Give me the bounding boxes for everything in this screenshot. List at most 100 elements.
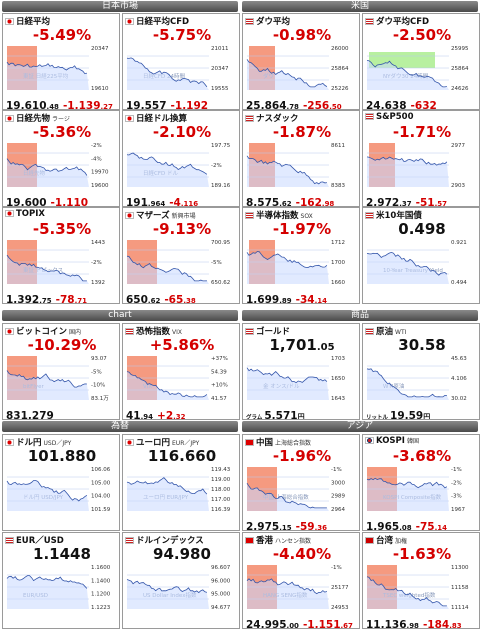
price-chart: 中国 上海総合指数 -1% 3000 2989 2964 [246, 467, 345, 513]
price-chart: 東証 トピックス1443-2%1392 [6, 240, 105, 286]
panel-title: KOSPI 韓国 [365, 436, 419, 447]
price-chart: 金 オンス/ドル170316501643 [246, 356, 345, 402]
price-footer: 19,610.48 -1,139.27 [6, 94, 113, 110]
price-chart: TSEC weighted指数113001115811114 [366, 565, 469, 611]
chart-area [247, 155, 329, 187]
headline-value: -5.35% [32, 220, 92, 238]
panel-nikkeiusd[interactable]: 日経ドル換算-2.10%日経CFD ドル197.75-2%189.16191.9… [122, 110, 240, 207]
headline-value: 116.660 [147, 447, 217, 465]
headline-value: -10.29% [27, 336, 97, 354]
price-footer: 19,600 -1,110 [6, 191, 88, 207]
chart-area [367, 252, 449, 284]
panel-sox[interactable]: 半導体指数 SOX -1.97% 1712 1700 1660 1,699.89 -34.14 [242, 207, 360, 304]
section-header-us: 米国 [242, 1, 478, 12]
price-change-decimal: .32 [173, 413, 186, 420]
panel-subtitle: 国内 [69, 329, 82, 336]
price-change: -1,139 [62, 100, 101, 110]
axis-tick-label: 1700 [331, 260, 345, 266]
us-flag-icon [365, 18, 374, 25]
headline-value: -1.96% [272, 447, 332, 465]
panel-title: マザーズ 新興市場 [125, 209, 196, 221]
panel-title: ユーロ円 EUR／JPY [125, 436, 200, 448]
axis-tick-label: 1392 [91, 280, 105, 286]
chart-area [247, 578, 329, 609]
panel-title: 日経平均 [5, 15, 50, 27]
axis-tick-label: 2964 [331, 507, 345, 513]
panel-title: ナスダック [245, 112, 299, 124]
headline-value: -2.50% [392, 26, 452, 44]
panel-china[interactable]: 中国 上海総合指数 -1.96% 中国 上海総合指数 -1% 3000 2989 2964 2,… [242, 434, 360, 531]
panel-dowcfd[interactable]: ダウ平均CFD-2.50%NYダウ30 24時間2599525864246262… [362, 13, 480, 110]
panel-nikkeifut[interactable]: 日経先物ラージ-5.36%日経先物-2%-4%199701960019,600-… [2, 110, 120, 207]
panel-nikkeicfd[interactable]: 日経平均CFD-5.75%日経CFD 24時間21011203471955519… [122, 13, 240, 110]
price-footer: リットル 19.59円 [366, 404, 430, 420]
us-flag-icon [5, 537, 14, 544]
price-chart: NYダウ30 24時間259952586424626 [366, 46, 469, 92]
current-price: 19.59 [390, 410, 424, 420]
us-flag-icon [365, 328, 374, 335]
panel-mothers[interactable]: マザーズ 新興市場 -9.13% 700.95 -5% 650.62 650.62 -65.3… [122, 207, 240, 304]
headline-value: -2.10% [152, 123, 212, 141]
axis-tick-label: 25864 [451, 66, 469, 72]
chart-line [366, 156, 448, 166]
chart-line [126, 371, 208, 398]
panel-subtitle: EUR／JPY [172, 440, 200, 447]
chart-line [126, 255, 207, 282]
axis-tick-label: 1703 [331, 356, 345, 362]
chart-line [246, 155, 327, 185]
price-change-decimal: .14 [314, 297, 328, 304]
panel-subtitle: 加権 [395, 538, 408, 545]
panel-eurusd[interactable]: EUR／USD1.1448EUR/USD1.16001.14001.12001.… [2, 532, 120, 629]
price-footer: 8,575.62 -162.98 [246, 191, 334, 206]
current-price-decimal: .98 [406, 622, 419, 629]
axis-tick-label: 1.1200 [91, 592, 111, 598]
chart-line [246, 482, 327, 509]
chart-line [6, 480, 88, 502]
panel-sp500[interactable]: S&P500 -1.71% 2977 2903 2,972.37 -51.57 [362, 110, 480, 207]
panel-btc[interactable]: ビットコイン国内-10.29%bitFlyer93.07-5%-10%83.1万… [2, 323, 120, 420]
axis-tick-label: 1643 [331, 396, 345, 402]
axis-tick-label: 21011 [211, 46, 229, 52]
current-price: 19,600 [6, 197, 47, 207]
axis-tick-label: 11158 [451, 585, 469, 591]
panel-nasdaq[interactable]: ナスダック -1.87% 8611 8383 8,575.62 -162.98 [242, 110, 360, 207]
axis-tick-label: 106.06 [91, 467, 111, 473]
current-price-decimal: .62 [147, 297, 161, 304]
axis-tick-label: -10% [91, 383, 105, 389]
headline-value: -1.97% [272, 220, 332, 238]
section-header-fx: 為替 [2, 421, 238, 432]
chart-line [126, 57, 208, 88]
chart-area [127, 256, 209, 284]
chart-area [247, 59, 329, 90]
axis-tick-label: 19970 [91, 170, 109, 176]
chart-area [127, 579, 209, 609]
panel-dow[interactable]: ダウ平均-0.98%ダウ26000258642522625,864.78-256… [242, 13, 360, 110]
price-change-decimal: .116 [180, 200, 199, 207]
jp-flag-icon [5, 115, 14, 122]
axis-tick-label: 119.00 [211, 477, 231, 483]
axis-tick-label: 1967 [451, 507, 465, 513]
axis-tick-label: -1% [451, 467, 462, 473]
axis-tick-label: 25226 [331, 86, 349, 92]
current-price: 1,699 [246, 294, 280, 304]
price-chart: KOSPI Composite指数-1%-2%-3%1967 [366, 467, 465, 513]
price-footer: 650.62 -65.38 [126, 288, 196, 304]
axis-tick-label: -2% [211, 163, 222, 169]
axis-tick-label: 116.39 [211, 507, 231, 513]
chart-line [366, 60, 447, 88]
panel-nikkei[interactable]: 日経平均-5.49%東証 日経225平均203471961019,610.48-… [2, 13, 120, 110]
current-price: 2,972 [366, 197, 400, 207]
price-footer: 41.94 +2.32 [126, 404, 186, 420]
panel-topix[interactable]: TOPIX-5.35%東証 トピックス1443-2%13921,392.75-7… [2, 207, 120, 304]
